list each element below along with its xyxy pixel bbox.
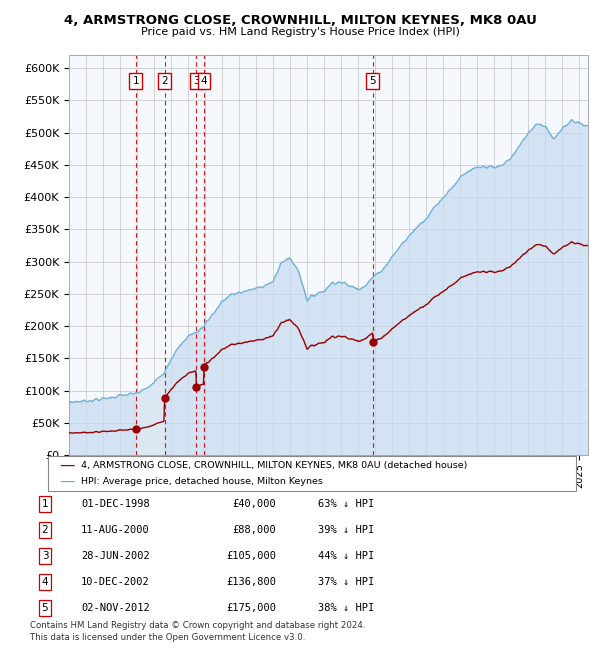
Text: 5: 5 (369, 76, 376, 86)
Text: Price paid vs. HM Land Registry's House Price Index (HPI): Price paid vs. HM Land Registry's House … (140, 27, 460, 37)
Text: 38% ↓ HPI: 38% ↓ HPI (318, 603, 374, 613)
Text: 10-DEC-2002: 10-DEC-2002 (81, 577, 150, 587)
Text: 37% ↓ HPI: 37% ↓ HPI (318, 577, 374, 587)
Text: 28-JUN-2002: 28-JUN-2002 (81, 551, 150, 561)
Text: £88,000: £88,000 (232, 525, 276, 535)
Text: £136,800: £136,800 (226, 577, 276, 587)
Text: 4, ARMSTRONG CLOSE, CROWNHILL, MILTON KEYNES, MK8 0AU (detached house): 4, ARMSTRONG CLOSE, CROWNHILL, MILTON KE… (81, 461, 467, 470)
Text: 4: 4 (41, 577, 49, 587)
Text: £175,000: £175,000 (226, 603, 276, 613)
Text: 2: 2 (41, 525, 49, 535)
Text: 4, ARMSTRONG CLOSE, CROWNHILL, MILTON KEYNES, MK8 0AU: 4, ARMSTRONG CLOSE, CROWNHILL, MILTON KE… (64, 14, 536, 27)
Text: 63% ↓ HPI: 63% ↓ HPI (318, 499, 374, 509)
Text: 11-AUG-2000: 11-AUG-2000 (81, 525, 150, 535)
Text: 39% ↓ HPI: 39% ↓ HPI (318, 525, 374, 535)
Text: 5: 5 (41, 603, 49, 613)
Text: 1: 1 (41, 499, 49, 509)
Text: 3: 3 (41, 551, 49, 561)
Text: Contains HM Land Registry data © Crown copyright and database right 2024.: Contains HM Land Registry data © Crown c… (30, 621, 365, 630)
Text: £105,000: £105,000 (226, 551, 276, 561)
Text: 44% ↓ HPI: 44% ↓ HPI (318, 551, 374, 561)
Text: £40,000: £40,000 (232, 499, 276, 509)
Text: 1: 1 (133, 76, 139, 86)
Text: —: — (59, 474, 74, 489)
Text: 01-DEC-1998: 01-DEC-1998 (81, 499, 150, 509)
Text: 2: 2 (161, 76, 168, 86)
Text: —: — (59, 458, 74, 473)
Text: 02-NOV-2012: 02-NOV-2012 (81, 603, 150, 613)
Text: 4: 4 (201, 76, 208, 86)
Text: This data is licensed under the Open Government Licence v3.0.: This data is licensed under the Open Gov… (30, 632, 305, 642)
Text: 3: 3 (193, 76, 200, 86)
Text: HPI: Average price, detached house, Milton Keynes: HPI: Average price, detached house, Milt… (81, 477, 323, 486)
